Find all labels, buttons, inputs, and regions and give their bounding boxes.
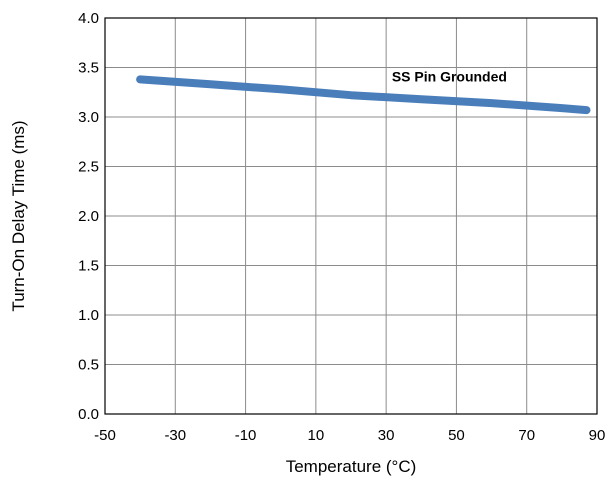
x-tick-label: 10 — [308, 427, 325, 444]
y-tick-labels: 0.0 0.5 1.0 1.5 2.0 2.5 3.0 3.5 4.0 — [78, 10, 99, 423]
series-layer — [136, 75, 591, 115]
plot-frame — [104, 17, 598, 415]
y-tick-label: 3.5 — [78, 60, 99, 77]
y-tick-label: 0.0 — [78, 406, 99, 423]
x-tick-label: 70 — [518, 427, 535, 444]
y-tick-label: 1.0 — [78, 307, 99, 324]
x-tick-label: -30 — [164, 427, 186, 444]
x-tick-label: -10 — [235, 427, 257, 444]
x-tick-label: 30 — [378, 427, 395, 444]
y-tick-label: 4.0 — [78, 10, 99, 27]
x-tick-label: 90 — [589, 427, 606, 444]
y-tick-label: 3.0 — [78, 109, 99, 126]
x-axis-title: Temperature (°C) — [286, 457, 417, 476]
series-annotation-label: SS Pin Grounded — [392, 68, 507, 84]
y-tick-label: 1.5 — [78, 258, 99, 275]
x-tick-label: 50 — [448, 427, 465, 444]
y-tick-label: 0.5 — [78, 357, 99, 374]
series-line-ss-pin-grounded — [136, 75, 591, 115]
y-axis-title: Turn-On Delay Time (ms) — [9, 120, 28, 311]
grid-lines — [104, 17, 598, 415]
annotation-layer: SS Pin Grounded — [392, 68, 507, 84]
y-tick-label: 2.0 — [78, 208, 99, 225]
y-tick-label: 2.5 — [78, 159, 99, 176]
x-tick-label: -50 — [94, 427, 116, 444]
x-tick-labels: -50 -30 -10 10 30 50 70 90 — [94, 427, 605, 444]
